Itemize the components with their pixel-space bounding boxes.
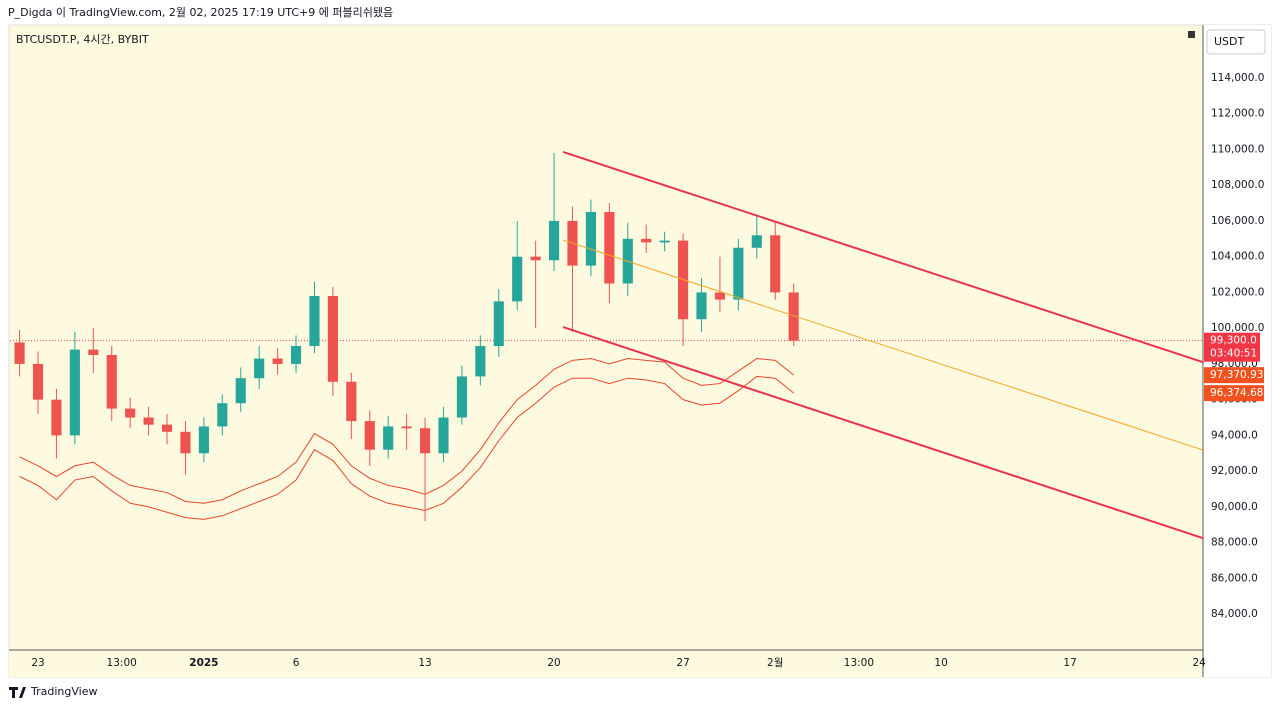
candle-body — [438, 417, 449, 454]
y-tick-label: 84,000.0 — [1211, 608, 1258, 620]
candle-body — [346, 381, 357, 422]
symbol-title: BTCUSDT.P, 4시간, BYBIT — [16, 33, 149, 46]
candle-body — [641, 238, 652, 243]
x-tick-label: 13:00 — [844, 657, 874, 669]
candle-body — [419, 428, 431, 454]
x-tick-label: 6 — [293, 657, 300, 669]
band-value-label: 96,374.68 — [1210, 387, 1263, 399]
band-line — [19, 375, 794, 520]
publisher-note: P_Digda 이 TradingView.com, 2월 02, 2025 1… — [8, 6, 393, 19]
candle-body — [143, 417, 154, 425]
candle-body — [456, 376, 467, 418]
x-tick-label: 10 — [934, 657, 947, 669]
candle-body — [327, 296, 338, 382]
y-tick-label: 88,000.0 — [1211, 537, 1258, 549]
y-tick-label: 114,000.0 — [1211, 72, 1264, 84]
last-price-box — [1204, 332, 1260, 362]
candle-body — [548, 220, 560, 261]
candle-body — [217, 403, 228, 427]
candle-body — [106, 354, 117, 409]
x-tick-label: 2025 — [189, 657, 218, 669]
y-tick-label: 86,000.0 — [1211, 572, 1258, 584]
candle-body — [309, 296, 320, 347]
x-tick-label: 24 — [1192, 657, 1206, 669]
x-tick-label: 27 — [676, 657, 689, 669]
candle-body — [88, 349, 99, 355]
candle-body — [161, 424, 173, 432]
footer-brand: TradingView — [30, 685, 97, 698]
y-tick-label: 90,000.0 — [1211, 501, 1258, 513]
logo — [9, 687, 26, 698]
band-value-box — [1204, 385, 1264, 402]
candle-body — [493, 301, 504, 347]
candle-body — [69, 349, 80, 436]
candle-body — [14, 342, 25, 364]
candle-body — [696, 292, 707, 320]
candle-body — [272, 358, 283, 364]
candle-body — [383, 426, 394, 450]
candle-body — [125, 408, 136, 418]
candle-body — [512, 256, 523, 302]
candle-body — [401, 426, 412, 429]
candle-body — [475, 346, 486, 377]
trend-line — [562, 151, 1203, 364]
candle-body — [770, 235, 781, 293]
candle-body — [290, 346, 302, 364]
candle-body — [788, 292, 799, 341]
last-price-label: 99,300.0 — [1210, 335, 1257, 347]
band-value-box — [1204, 367, 1264, 384]
candle-body — [254, 358, 265, 379]
settings-icon[interactable] — [1188, 31, 1195, 38]
band-line — [19, 358, 794, 504]
y-tick-label: 102,000.0 — [1211, 286, 1264, 298]
plot — [10, 151, 1203, 540]
candle-body — [585, 212, 596, 266]
candle-body — [714, 292, 726, 300]
candle-body — [733, 247, 744, 300]
y-tick-label: 92,000.0 — [1211, 465, 1258, 477]
x-tick-label: 17 — [1063, 657, 1076, 669]
candle-body — [659, 240, 670, 243]
band-value-label: 97,370.93 — [1210, 369, 1263, 381]
candle-body — [51, 399, 62, 436]
candle-body — [364, 421, 375, 450]
candle-body — [751, 235, 762, 248]
x-tick-label: 2월 — [767, 657, 783, 669]
currency: USDT — [1214, 35, 1245, 48]
y-tick-label: 106,000.0 — [1211, 215, 1264, 227]
currency-box[interactable] — [1206, 29, 1266, 55]
candle-body — [530, 256, 541, 261]
candle-body — [32, 363, 44, 400]
y-tick-label: 112,000.0 — [1211, 108, 1264, 120]
candle-body — [604, 212, 615, 284]
countdown-label: 03:40:51 — [1210, 348, 1257, 360]
x-tick-label: 23 — [31, 657, 44, 669]
x-tick-label: 13:00 — [107, 657, 137, 669]
y-tick-label: 104,000.0 — [1211, 251, 1264, 263]
y-tick-label: 110,000.0 — [1211, 143, 1264, 155]
x-tick-label: 20 — [547, 657, 560, 669]
chart-frame — [8, 24, 1272, 678]
candle-body — [198, 426, 209, 454]
x-tick-label: 13 — [418, 657, 431, 669]
time-axis-panel — [9, 650, 1203, 677]
y-tick-label: 108,000.0 — [1211, 179, 1264, 191]
trend-line — [562, 326, 1203, 540]
trend-line — [562, 239, 1203, 451]
y-tick-label: 94,000.0 — [1211, 429, 1258, 441]
candle-body — [235, 378, 246, 404]
candle-body — [180, 431, 191, 454]
y-tick-label: 100,000.0 — [1211, 322, 1264, 334]
